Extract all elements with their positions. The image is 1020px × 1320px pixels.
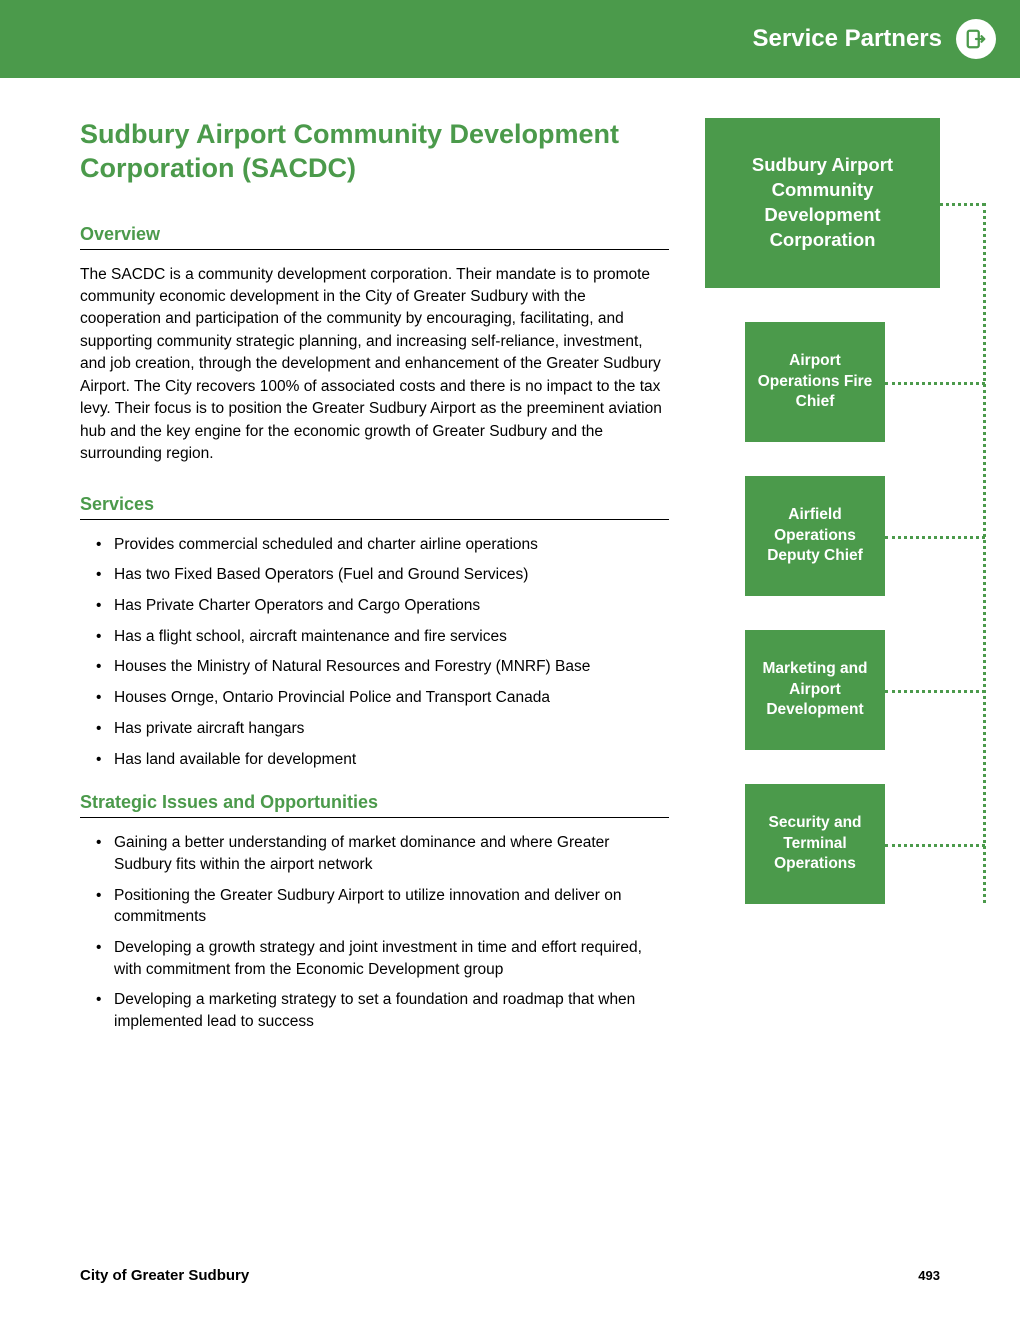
page-number: 493 bbox=[918, 1268, 940, 1283]
org-chart: Sudbury Airport Community Development Co… bbox=[705, 118, 940, 1055]
org-connector bbox=[885, 382, 985, 385]
services-list: Provides commercial scheduled and charte… bbox=[80, 534, 669, 771]
list-item: Has two Fixed Based Operators (Fuel and … bbox=[96, 564, 669, 586]
org-child-box: Security and Terminal Operations bbox=[745, 784, 885, 904]
export-icon bbox=[956, 19, 996, 59]
org-connector bbox=[885, 844, 985, 847]
org-child-box: Airfield Operations Deputy Chief bbox=[745, 476, 885, 596]
content-area: Sudbury Airport Community Development Co… bbox=[0, 78, 1020, 1055]
org-root-label: Sudbury Airport Community Development Co… bbox=[715, 153, 930, 253]
list-item: Has Private Charter Operators and Cargo … bbox=[96, 595, 669, 617]
list-item: Gaining a better understanding of market… bbox=[96, 832, 669, 875]
footer-org: City of Greater Sudbury bbox=[80, 1267, 249, 1284]
org-connector-vertical bbox=[983, 203, 986, 903]
header-title: Service Partners bbox=[753, 25, 942, 53]
list-item: Has private aircraft hangars bbox=[96, 718, 669, 740]
list-item: Houses Ornge, Ontario Provincial Police … bbox=[96, 687, 669, 709]
strategic-heading: Strategic Issues and Opportunities bbox=[80, 792, 669, 818]
org-child-label: Airfield Operations Deputy Chief bbox=[753, 505, 877, 568]
list-item: Houses the Ministry of Natural Resources… bbox=[96, 656, 669, 678]
list-item: Positioning the Greater Sudbury Airport … bbox=[96, 885, 669, 928]
org-connector bbox=[940, 203, 985, 206]
list-item: Has land available for development bbox=[96, 749, 669, 771]
org-connector bbox=[885, 536, 985, 539]
list-item: Developing a marketing strategy to set a… bbox=[96, 989, 669, 1032]
org-connector bbox=[885, 690, 985, 693]
org-child-box: Marketing and Airport Development bbox=[745, 630, 885, 750]
overview-text: The SACDC is a community development cor… bbox=[80, 264, 669, 466]
header-bar: Service Partners bbox=[0, 0, 1020, 78]
org-child-box: Airport Operations Fire Chief bbox=[745, 322, 885, 442]
main-column: Sudbury Airport Community Development Co… bbox=[80, 118, 669, 1055]
list-item: Has a flight school, aircraft maintenanc… bbox=[96, 626, 669, 648]
overview-heading: Overview bbox=[80, 224, 669, 250]
org-child-label: Airport Operations Fire Chief bbox=[753, 351, 877, 414]
list-item: Provides commercial scheduled and charte… bbox=[96, 534, 669, 556]
org-child-label: Marketing and Airport Development bbox=[753, 659, 877, 722]
org-root-box: Sudbury Airport Community Development Co… bbox=[705, 118, 940, 288]
list-item: Developing a growth strategy and joint i… bbox=[96, 937, 669, 980]
page-title: Sudbury Airport Community Development Co… bbox=[80, 118, 669, 186]
strategic-list: Gaining a better understanding of market… bbox=[80, 832, 669, 1033]
org-child-label: Security and Terminal Operations bbox=[753, 813, 877, 876]
page-footer: City of Greater Sudbury 493 bbox=[80, 1267, 940, 1284]
services-heading: Services bbox=[80, 494, 669, 520]
